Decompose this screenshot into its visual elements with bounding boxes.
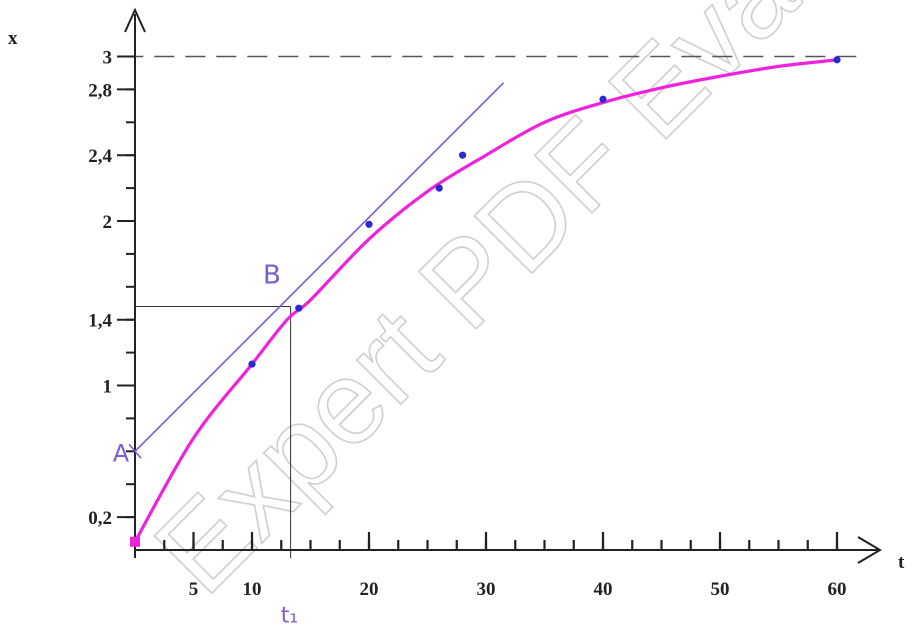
data-point <box>295 304 303 312</box>
tangent-mark <box>128 443 142 459</box>
x-axis-label: t <box>898 552 905 573</box>
data-point <box>435 184 443 192</box>
x-tick-label: 60 <box>828 579 847 600</box>
data-point <box>459 151 467 159</box>
x-tick-label: 30 <box>477 579 496 600</box>
data-point <box>365 220 373 228</box>
guide-lines <box>123 55 861 559</box>
series <box>128 56 841 547</box>
y-tick-label: 1 <box>103 377 113 398</box>
data-point <box>248 360 256 368</box>
x-tick-label: 10 <box>243 579 262 600</box>
ticks <box>117 55 839 550</box>
y-tick-label: 2,4 <box>88 146 112 167</box>
y-tick-label: 2 <box>103 212 113 233</box>
y-axis-arrow <box>124 7 146 33</box>
fitted-curve <box>133 58 838 543</box>
x-tick-label: 20 <box>360 579 379 600</box>
annotation-label: B <box>263 261 281 291</box>
y-tick-label: 2,8 <box>88 80 112 101</box>
y-tick-label: 0,2 <box>88 508 112 529</box>
annotation-label: A <box>113 439 130 467</box>
start-point <box>130 536 140 547</box>
data-point <box>599 95 607 103</box>
x-tick-label: 40 <box>594 579 613 600</box>
labels: t x 0,2 1 1,4 2 2,4 2,8 3 5 10 20 30 40 50 60 A Bt₁ <box>8 28 905 628</box>
y-tick-label: 1,4 <box>88 311 112 332</box>
x-axis-arrow <box>857 536 882 564</box>
data-point <box>833 56 841 64</box>
x-tick-label: 5 <box>189 579 199 600</box>
y-axis-label: x <box>8 28 18 49</box>
watermark: Expert PDF Evaluation <box>130 0 920 618</box>
y-tick-label: 3 <box>103 48 113 69</box>
annotation-label: t₁ <box>281 604 298 628</box>
x-tick-label: 50 <box>711 579 730 600</box>
tangent-line <box>134 82 505 452</box>
